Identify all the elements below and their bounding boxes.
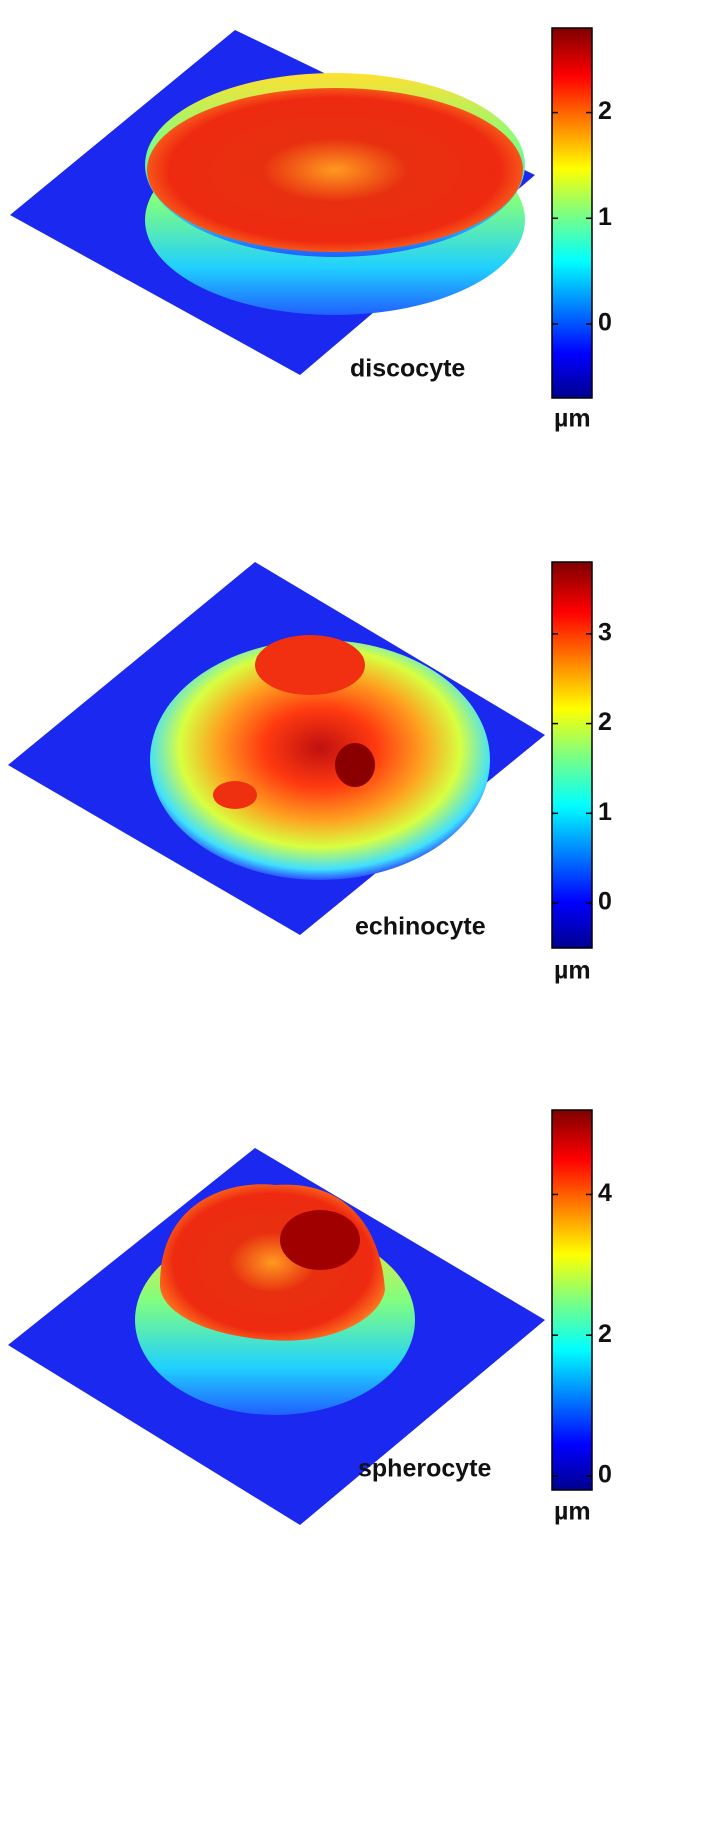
colorbar-unit: µm	[554, 405, 591, 433]
surface-top	[280, 1210, 360, 1270]
panel-label: spherocyte	[358, 1455, 491, 1483]
colorbar-tick-label: 3	[598, 618, 612, 646]
colorbar-tick-label: 0	[598, 888, 612, 916]
surface-top	[335, 743, 375, 787]
panel-label: discocyte	[350, 355, 465, 383]
colorbar-tick-label: 0	[598, 309, 612, 337]
panel-label: echinocyte	[355, 913, 486, 941]
colorbar	[552, 28, 592, 398]
colorbar-tick-label: 1	[598, 203, 612, 231]
colorbar-tick-label: 2	[598, 97, 612, 125]
surface-top	[255, 635, 365, 695]
surface-top	[147, 88, 523, 252]
colorbar	[552, 1110, 592, 1490]
colorbar-tick-label: 4	[598, 1179, 612, 1207]
colorbar-tick-label: 1	[598, 798, 612, 826]
figure: discocyteµm012echinocyteµm0123spherocyte…	[0, 0, 719, 1824]
colorbar-tick-label: 2	[598, 1320, 612, 1348]
surface-top	[213, 781, 257, 809]
colorbar-tick-label: 0	[598, 1461, 612, 1489]
colorbar-unit: µm	[554, 1498, 591, 1526]
colorbar-unit: µm	[554, 957, 591, 985]
colorbar	[552, 562, 592, 948]
colorbar-tick-label: 2	[598, 708, 612, 736]
